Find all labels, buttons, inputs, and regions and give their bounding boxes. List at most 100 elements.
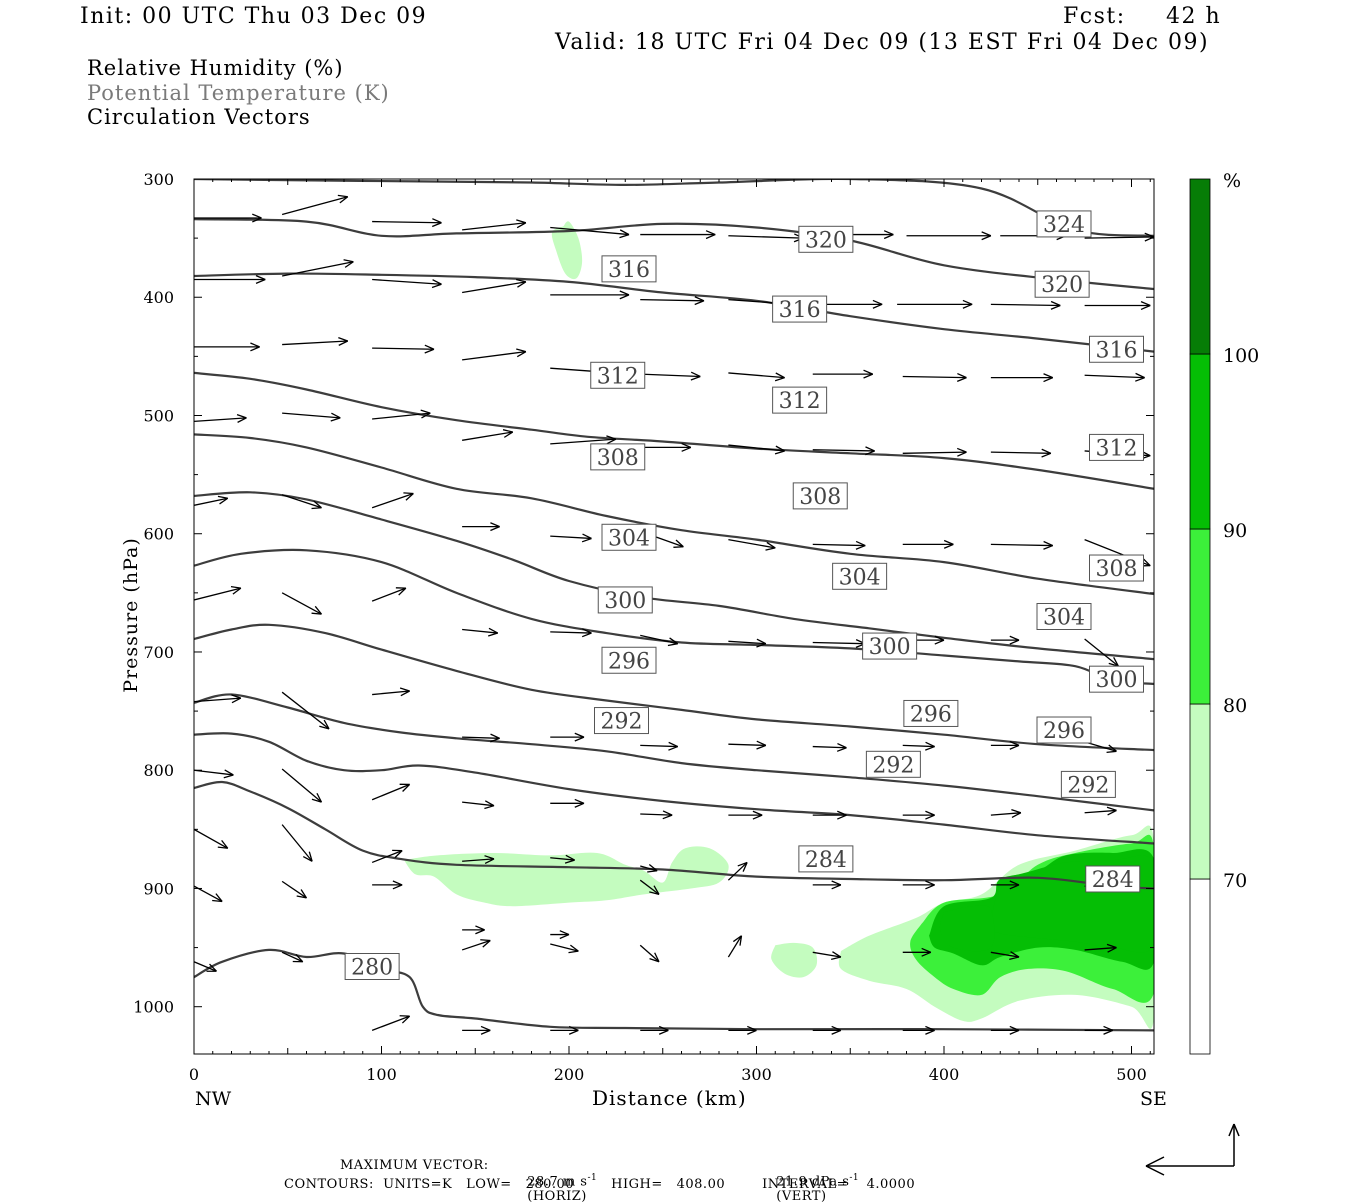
colorbar-segment-3 bbox=[1190, 354, 1210, 529]
vector-79 bbox=[372, 784, 410, 799]
vector-61 bbox=[728, 639, 766, 647]
contours-info: CONTOURS: UNITS=K LOW= 280.00 HIGH= 408.… bbox=[284, 1177, 915, 1192]
vector-90 bbox=[372, 850, 402, 862]
vector-70 bbox=[550, 733, 584, 741]
vector-14 bbox=[462, 280, 526, 293]
svg-text:280: 280 bbox=[351, 956, 393, 981]
x-tick-label-400: 400 bbox=[929, 1065, 960, 1084]
svg-text:296: 296 bbox=[910, 702, 952, 727]
vector-5 bbox=[640, 231, 715, 239]
svg-text:292: 292 bbox=[872, 753, 914, 778]
vector-121 bbox=[462, 940, 490, 950]
theta-label-280: 280 bbox=[345, 954, 399, 981]
vector-96 bbox=[903, 881, 935, 889]
theta-label-304: 304 bbox=[602, 524, 656, 551]
vector-11 bbox=[194, 276, 265, 284]
vector-83 bbox=[728, 811, 762, 819]
svg-text:296: 296 bbox=[608, 649, 650, 674]
vector-38 bbox=[640, 444, 691, 452]
theta-contour-312 bbox=[194, 373, 1154, 489]
vector-46 bbox=[372, 493, 413, 508]
vector-112 bbox=[372, 1016, 410, 1031]
rh-region-2 bbox=[771, 943, 817, 978]
svg-text:292: 292 bbox=[1067, 773, 1109, 798]
theta-label-292: 292 bbox=[866, 751, 920, 778]
svg-text:316: 316 bbox=[1096, 338, 1138, 363]
theta-label-300: 300 bbox=[863, 633, 917, 660]
vector-31 bbox=[991, 374, 1053, 382]
vector-81 bbox=[550, 799, 584, 807]
colorbar-segment-0 bbox=[1190, 879, 1210, 1054]
svg-text:308: 308 bbox=[1096, 557, 1138, 582]
vector-48 bbox=[550, 534, 591, 542]
vector-102 bbox=[462, 926, 485, 934]
y-axis-title: Pressure (hPa) bbox=[120, 525, 142, 705]
vector-25 bbox=[462, 349, 526, 360]
vector-118 bbox=[903, 1026, 935, 1034]
vector-29 bbox=[813, 370, 873, 378]
svg-text:320: 320 bbox=[1041, 273, 1083, 298]
vector-72 bbox=[728, 741, 766, 749]
theta-label-304: 304 bbox=[1037, 604, 1091, 631]
vector-123 bbox=[640, 945, 659, 962]
theta-label-284: 284 bbox=[1086, 866, 1140, 893]
svg-text:284: 284 bbox=[805, 848, 847, 873]
vector-16 bbox=[640, 297, 704, 305]
vector-44 bbox=[194, 496, 228, 505]
vector-55 bbox=[194, 587, 241, 600]
y-tick-label-600: 600 bbox=[143, 525, 174, 544]
vector-34 bbox=[282, 413, 340, 421]
vector-80 bbox=[462, 801, 494, 809]
colorbar-level-90: 90 bbox=[1223, 520, 1247, 542]
theta-label-296: 296 bbox=[602, 647, 656, 674]
vector-36 bbox=[462, 430, 513, 441]
theta-label-300: 300 bbox=[598, 587, 652, 614]
vector-47 bbox=[462, 523, 500, 531]
colorbar-segment-4 bbox=[1190, 179, 1210, 354]
vector-24 bbox=[372, 345, 434, 353]
vector-19 bbox=[897, 300, 972, 308]
theta-label-300: 300 bbox=[1090, 666, 1144, 693]
svg-text:312: 312 bbox=[597, 364, 639, 389]
vector-32 bbox=[1085, 373, 1145, 381]
vector-57 bbox=[372, 588, 406, 601]
svg-text:316: 316 bbox=[608, 258, 650, 283]
vector-6 bbox=[728, 234, 803, 242]
theta-contour-320 bbox=[194, 219, 1154, 289]
x-end-label-se: SE bbox=[1140, 1088, 1167, 1110]
vector-95 bbox=[813, 881, 841, 889]
theta-label-312: 312 bbox=[773, 387, 827, 414]
theta-label-292: 292 bbox=[1061, 771, 1115, 798]
vector-74 bbox=[903, 742, 935, 750]
vector-94 bbox=[728, 862, 747, 880]
vector-67 bbox=[282, 692, 329, 729]
vector-1 bbox=[282, 195, 348, 214]
theta-label-320: 320 bbox=[799, 226, 853, 253]
theta-label-308: 308 bbox=[793, 483, 847, 510]
svg-text:300: 300 bbox=[1096, 668, 1138, 693]
max-vector-label: MAXIMUM VECTOR: bbox=[340, 1158, 489, 1173]
reference-vector-icon bbox=[1146, 1124, 1239, 1175]
x-tick-label-200: 200 bbox=[554, 1065, 585, 1084]
vector-20 bbox=[991, 301, 1060, 309]
theta-label-284: 284 bbox=[799, 846, 853, 873]
vector-58 bbox=[462, 628, 498, 636]
theta-label-292: 292 bbox=[595, 708, 649, 735]
vector-42 bbox=[991, 449, 1051, 457]
vector-122 bbox=[550, 944, 578, 953]
colorbar-segment-2 bbox=[1190, 529, 1210, 704]
x-tick-label-0: 0 bbox=[189, 1065, 199, 1084]
theta-label-308: 308 bbox=[1090, 555, 1144, 582]
vector-120 bbox=[1085, 1026, 1113, 1034]
theta-contour-304 bbox=[194, 492, 1154, 659]
vector-113 bbox=[462, 1026, 490, 1034]
svg-text:304: 304 bbox=[1043, 606, 1085, 631]
vector-77 bbox=[194, 770, 233, 778]
y-tick-label-1000: 1000 bbox=[133, 998, 174, 1017]
y-tick-label-400: 400 bbox=[143, 288, 174, 307]
vector-82 bbox=[640, 811, 672, 819]
vector-8 bbox=[907, 232, 991, 240]
rh-region-8 bbox=[940, 905, 995, 951]
vector-87 bbox=[1085, 807, 1117, 815]
svg-text:308: 308 bbox=[799, 485, 841, 510]
